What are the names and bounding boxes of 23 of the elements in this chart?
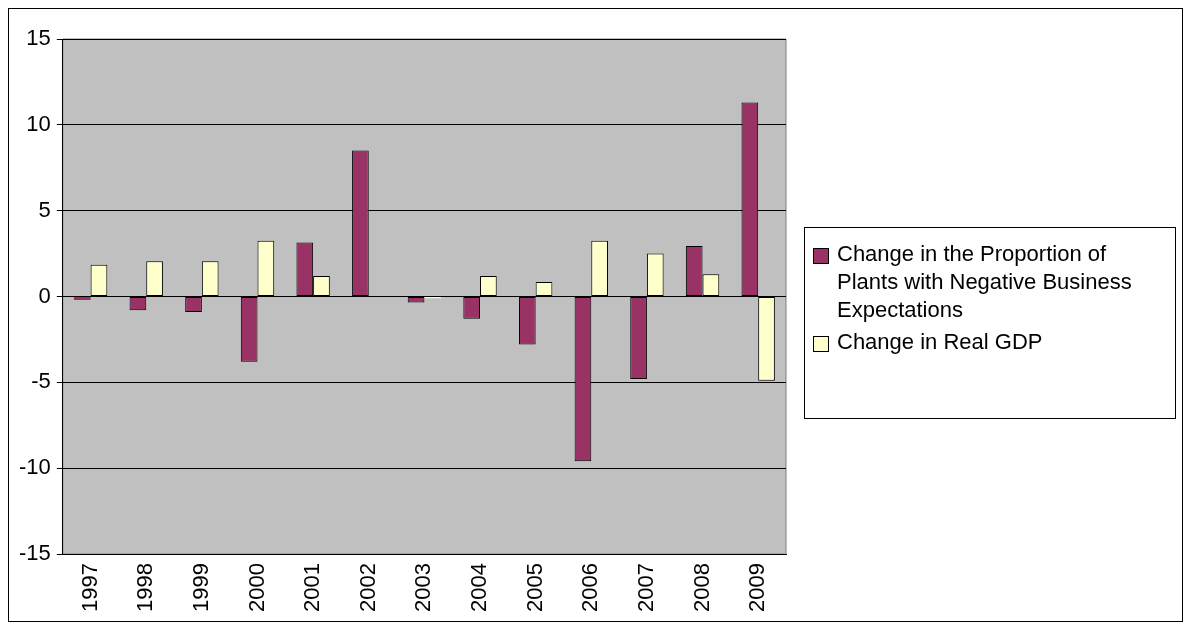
x-tick-label: 2009 (744, 563, 770, 613)
x-tick-label: 1997 (76, 563, 102, 613)
y-tick-label: 15 (26, 25, 51, 51)
legend-label: Change in the Proportion of Plants with Negative Business Expectations (837, 240, 1133, 324)
x-tick-label: 2000 (243, 563, 269, 613)
x-tick-label: 2007 (632, 563, 658, 613)
x-tick-label: 1999 (187, 563, 213, 613)
x-tick-label: 2008 (688, 563, 714, 613)
y-tick-label: -10 (19, 454, 51, 480)
bar (73, 297, 91, 300)
x-tick-label: 2003 (410, 563, 436, 613)
y-tick-label: -15 (19, 540, 51, 566)
x-tick-label: 2002 (354, 563, 380, 613)
legend-label: Change in Real GDP (837, 328, 1044, 356)
x-tick-label: 2001 (299, 563, 325, 613)
x-tick-label: 2005 (521, 563, 547, 613)
y-tick-label: 5 (38, 196, 51, 222)
y-tick-label: 0 (38, 282, 51, 308)
y-tick-label: 10 (26, 110, 51, 136)
x-tick-label: 1998 (132, 563, 158, 613)
x-tick-label: 2006 (577, 563, 603, 613)
y-tick-label: -5 (31, 368, 51, 394)
x-tick-label: 2004 (466, 563, 492, 613)
